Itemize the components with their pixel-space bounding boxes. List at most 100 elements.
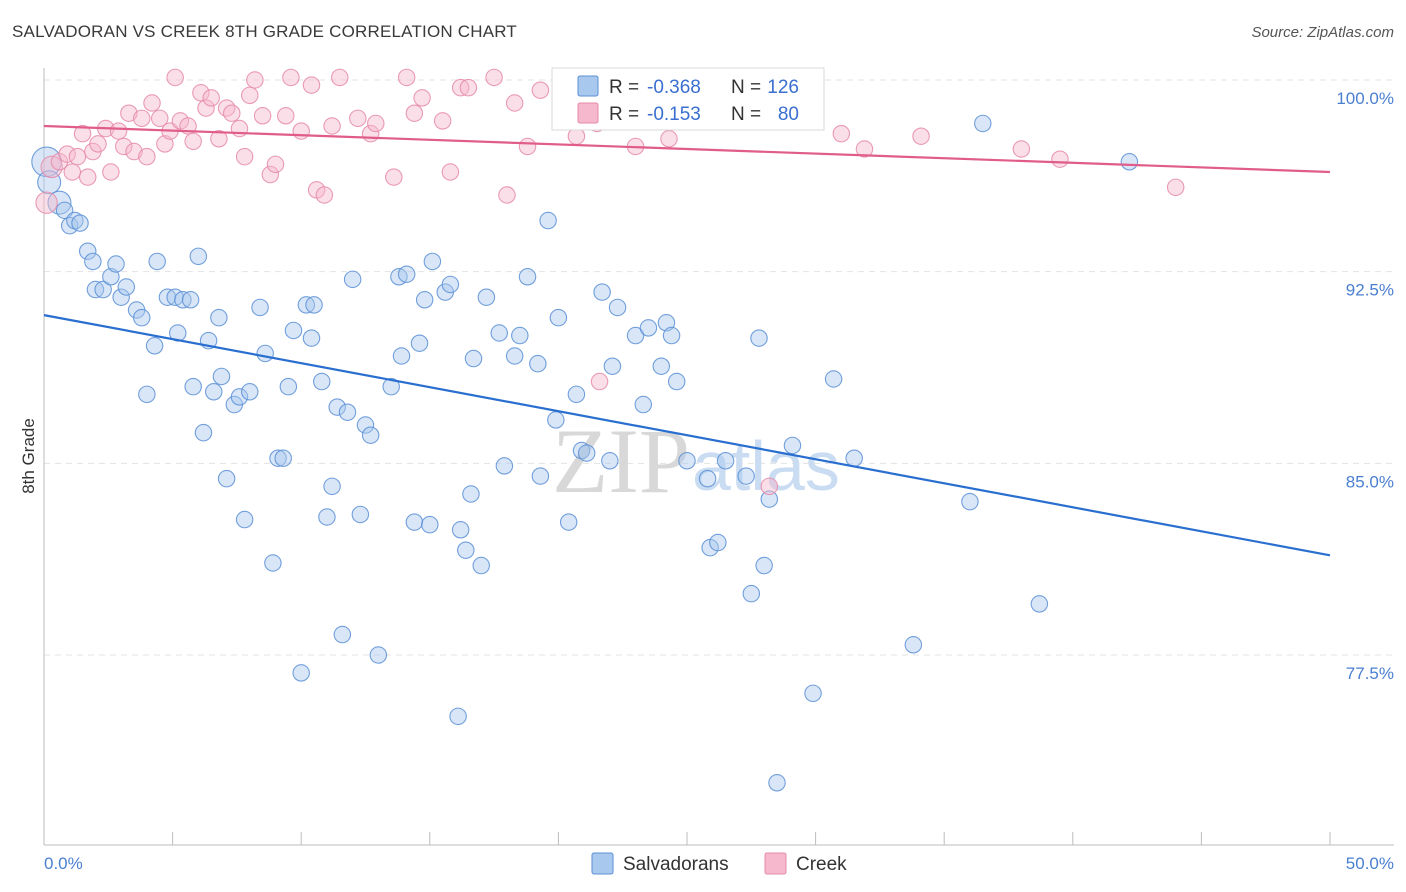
creek-point	[217, 99, 236, 117]
creek-point	[138, 147, 156, 166]
salvadorans-point	[369, 646, 388, 664]
salvadorans-point	[205, 383, 223, 401]
creek-point	[58, 145, 76, 163]
salvadorans-point	[626, 326, 645, 345]
series-legend: Salvadorans Creek	[591, 852, 847, 875]
creek-point	[331, 68, 349, 87]
creek-point	[433, 112, 452, 130]
salvadorans-point	[577, 444, 596, 462]
creek-point	[1051, 150, 1069, 168]
creek-point	[855, 140, 874, 158]
salvadorans-points	[31, 68, 1139, 792]
salvadorans-point	[405, 513, 424, 531]
salvadorans-point	[351, 505, 370, 524]
creek-point	[241, 86, 259, 105]
salvadorans-point	[274, 449, 292, 467]
salvadorans-point	[284, 321, 303, 340]
salvadorans-point	[112, 288, 130, 306]
salvadorans-point	[302, 329, 321, 347]
salvadorans-point	[845, 449, 863, 467]
creek-point	[397, 68, 416, 87]
y-tick-label: 85.0%	[1346, 472, 1394, 491]
chart-title: SALVADORAN VS CREEK 8TH GRADE CORRELATIO…	[12, 22, 518, 41]
salvadorans-point	[804, 684, 822, 703]
salvadorans-point	[457, 541, 475, 559]
salvadorans-point	[338, 403, 357, 421]
creek-point	[184, 132, 202, 151]
grid-lines	[44, 79, 1394, 656]
creek-point	[210, 130, 228, 148]
salvadorans-point	[760, 490, 779, 508]
legend-n-label-salvadorans: N =	[731, 77, 761, 98]
salvadorans-point	[652, 357, 671, 375]
salvadorans-point	[78, 242, 97, 260]
salvadorans-point	[462, 485, 480, 503]
salvadorans-point	[217, 469, 236, 488]
creek-point	[223, 104, 241, 122]
legend-swatch-salvadorans	[577, 75, 599, 97]
legend-n-value-salvadorans: 126	[767, 77, 799, 98]
y-tick-label: 77.5%	[1346, 664, 1394, 683]
watermark-zip: ZIP	[552, 410, 690, 512]
salvadorans-point	[251, 298, 269, 317]
salvadorans-point	[230, 388, 249, 406]
salvadorans-point	[783, 436, 802, 455]
salvadorans-point	[305, 296, 323, 314]
y-tick-label: 92.5%	[1346, 281, 1394, 300]
creek-point	[35, 191, 58, 214]
salvadorans-point	[755, 556, 773, 575]
legend-r-value-creek: -0.153	[647, 104, 701, 125]
salvadorans-point	[1030, 595, 1049, 613]
salvadorans-point	[421, 515, 439, 534]
salvadorans-point	[678, 452, 696, 470]
creek-point	[120, 104, 138, 122]
salvadorans-point	[639, 319, 658, 337]
salvadorans-point	[974, 114, 992, 133]
creek-point	[40, 155, 63, 179]
creek-point	[349, 109, 367, 128]
salvadorans-point	[328, 398, 346, 416]
salvadorans-point	[529, 354, 547, 373]
salvadorans-point	[667, 372, 686, 391]
salvadorans-point	[415, 291, 434, 309]
salvadorans-point	[212, 367, 231, 386]
salvadorans-point	[235, 510, 254, 529]
salvadorans-point	[477, 288, 496, 306]
salvadorans-point	[737, 467, 755, 485]
trend-lines	[43, 124, 1331, 557]
salvadorans-point	[292, 664, 310, 682]
salvadorans-point	[138, 385, 156, 404]
salvadorans-point	[47, 190, 72, 215]
salvadorans-point	[333, 625, 352, 644]
chart-source: Source: ZipAtlas.com	[1251, 24, 1394, 41]
creek-point	[246, 71, 264, 89]
salvadorans-point	[313, 372, 331, 391]
salvadorans-point	[66, 211, 84, 230]
salvadorans-point	[750, 329, 768, 347]
salvadorans-point	[634, 395, 653, 414]
creek-point	[912, 127, 930, 145]
salvadorans-point	[511, 326, 529, 345]
creek-point	[78, 168, 97, 186]
salvadorans-point	[256, 344, 274, 363]
creek-point	[323, 117, 341, 135]
creek-points	[35, 68, 1185, 496]
salvadorans-point	[464, 349, 483, 368]
creek-point	[315, 186, 334, 204]
salvadorans-point	[361, 426, 380, 444]
axes	[43, 68, 1394, 846]
salvadorans-point	[397, 265, 416, 283]
creek-point	[202, 89, 220, 107]
salvadorans-point	[961, 492, 979, 511]
creek-point	[68, 147, 87, 166]
salvadorans-point	[451, 521, 470, 539]
salvadorans-point	[593, 283, 611, 301]
salvadorans-point	[531, 467, 550, 485]
creek-point	[367, 114, 385, 133]
creek-point	[441, 163, 460, 181]
creek-point	[590, 372, 609, 391]
salvadorans-point	[709, 533, 727, 552]
salvadorans-point	[241, 383, 259, 401]
creek-point	[253, 107, 272, 125]
